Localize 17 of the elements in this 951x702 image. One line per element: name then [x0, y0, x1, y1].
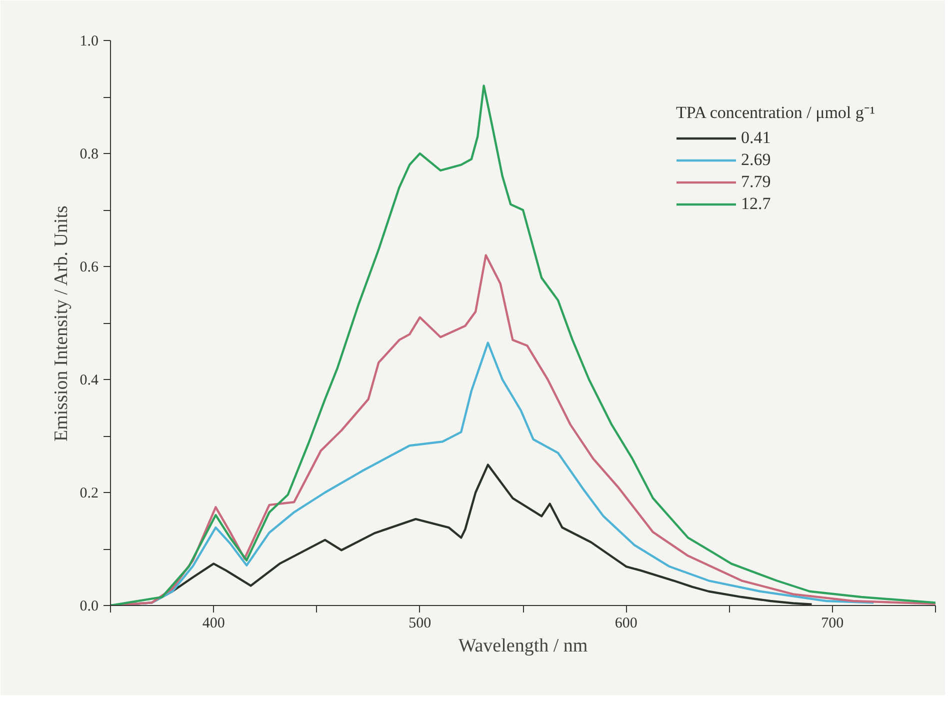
x-axis-title: Wavelength / nm: [458, 636, 588, 656]
legend-label: 0.41: [740, 128, 771, 148]
y-tick-label: 1.0: [80, 34, 98, 50]
x-tick-label: 700: [821, 616, 844, 632]
x-tick-label: 500: [408, 616, 432, 632]
legend-label: 12.7: [740, 194, 771, 214]
x-tick-label: 400: [202, 616, 225, 632]
y-tick-label: 0.6: [80, 260, 99, 276]
y-tick-label: 0.8: [80, 146, 98, 162]
x-tick-label: 600: [614, 616, 638, 632]
y-tick-label: 0.4: [80, 372, 99, 388]
y-tick-label: 0.2: [80, 486, 98, 502]
legend-title: TPA concentration / μmol g⁻¹: [676, 102, 875, 123]
legend-label: 2.69: [740, 150, 771, 170]
y-axis-title: Emission Intensity / Arb. Units: [50, 206, 72, 442]
y-tick-label: 0.0: [80, 598, 98, 614]
legend-label: 7.79: [740, 172, 771, 192]
